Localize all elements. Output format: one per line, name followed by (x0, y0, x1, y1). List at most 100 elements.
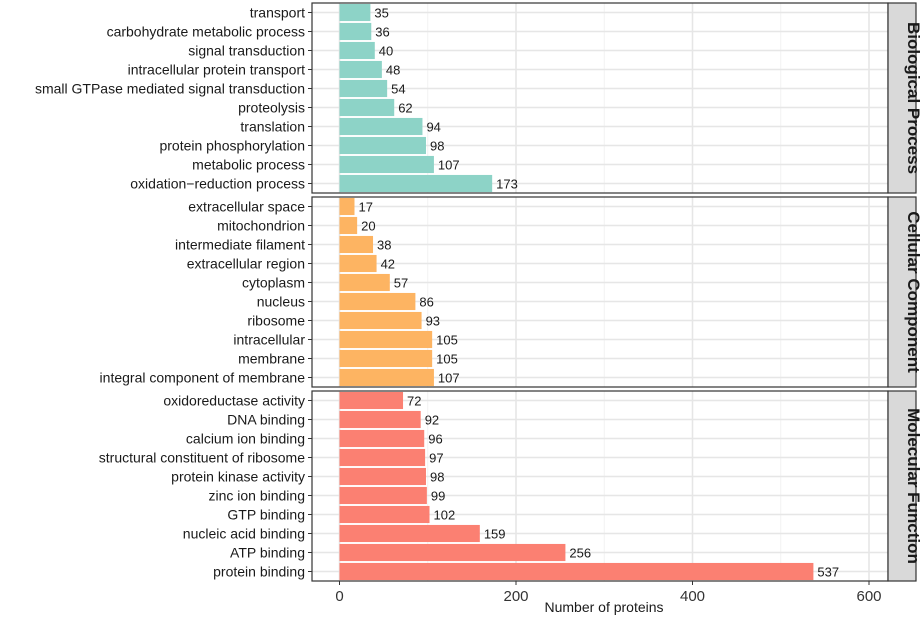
data-label: 57 (394, 276, 408, 291)
bar (339, 155, 434, 174)
category-label: zinc ion binding (208, 488, 305, 504)
data-label: 62 (398, 101, 412, 116)
category-label: cytoplasm (242, 275, 305, 291)
x-axis-title: Number of proteins (544, 599, 663, 615)
bar (339, 3, 371, 22)
data-label: 93 (426, 314, 440, 329)
category-label: integral component of membrane (100, 370, 306, 386)
bar (339, 524, 480, 543)
category-label: oxidation−reduction process (130, 176, 305, 192)
data-label: 36 (375, 25, 389, 40)
bar (339, 98, 395, 117)
bar (339, 505, 430, 524)
data-label: 99 (431, 489, 445, 504)
category-label: calcium ion binding (186, 431, 305, 447)
bar (339, 216, 358, 235)
bar (339, 368, 434, 387)
bar (339, 562, 814, 581)
data-label: 94 (426, 120, 440, 135)
facet-strip (887, 390, 917, 582)
category-label: intracellular (233, 332, 305, 348)
data-label: 17 (359, 200, 373, 215)
facet-strip-label: Molecular Function (904, 408, 920, 564)
category-label: proteolysis (238, 100, 305, 116)
bar (339, 117, 423, 136)
data-label: 42 (381, 257, 395, 272)
data-label: 96 (428, 432, 442, 447)
category-label: extracellular space (188, 199, 305, 215)
data-label: 40 (379, 44, 393, 59)
category-label: small GTPase mediated signal transductio… (35, 81, 305, 97)
data-label: 72 (407, 394, 421, 409)
bar (339, 292, 416, 311)
category-label: transport (250, 5, 305, 21)
panel-molecular-function: 72 oxidoreductase activity 92 DNA binding 96… (99, 390, 920, 582)
category-label: nucleic acid binding (183, 526, 305, 542)
bar (339, 311, 422, 330)
data-label: 105 (436, 352, 458, 367)
bar (339, 60, 382, 79)
category-label: extracellular region (187, 256, 305, 272)
panel-biological-process: 35 transport 36 carbohydrate metabolic proc… (35, 2, 920, 194)
category-label: ATP binding (230, 545, 305, 561)
bar (339, 543, 566, 562)
bar (339, 486, 427, 505)
bar (339, 174, 493, 193)
data-label: 86 (419, 295, 433, 310)
category-label: GTP binding (227, 507, 305, 523)
data-label: 35 (374, 6, 388, 21)
data-label: 537 (817, 565, 839, 580)
bar (339, 391, 404, 410)
category-label: intermediate filament (175, 237, 305, 253)
bar (339, 136, 426, 155)
bar (339, 41, 375, 60)
bar (339, 273, 390, 292)
bar (339, 79, 388, 98)
x-tick-label: 0 (335, 588, 343, 605)
data-label: 97 (429, 451, 443, 466)
facet-strip (887, 196, 917, 388)
data-label: 256 (569, 546, 591, 561)
bar (339, 410, 421, 429)
category-label: protein phosphorylation (159, 138, 305, 154)
bar (339, 349, 433, 368)
data-label: 98 (430, 139, 444, 154)
category-label: mitochondrion (217, 218, 305, 234)
data-label: 38 (377, 238, 391, 253)
bar (339, 197, 355, 216)
bar (339, 448, 426, 467)
category-label: structural constituent of ribosome (99, 450, 305, 466)
data-label: 20 (361, 219, 375, 234)
bar (339, 254, 377, 273)
bar (339, 22, 372, 41)
x-tick-label: 200 (503, 588, 528, 605)
data-label: 159 (484, 527, 506, 542)
category-label: metabolic process (192, 157, 305, 173)
category-label: ribosome (247, 313, 305, 329)
data-label: 92 (425, 413, 439, 428)
category-label: protein kinase activity (171, 469, 305, 485)
category-label: DNA binding (227, 412, 305, 428)
data-label: 98 (430, 470, 444, 485)
data-label: 105 (436, 333, 458, 348)
data-label: 48 (386, 63, 400, 78)
x-tick-label: 600 (856, 588, 881, 605)
data-label: 107 (438, 371, 460, 386)
bar (339, 330, 433, 349)
category-label: nucleus (257, 294, 305, 310)
facet-strip (887, 2, 917, 194)
category-label: protein binding (213, 564, 305, 580)
data-label: 54 (391, 82, 405, 97)
data-label: 173 (496, 177, 518, 192)
bar (339, 429, 425, 448)
category-label: carbohydrate metabolic process (107, 24, 305, 40)
panel-cellular-component: 17 extracellular space 20 mitochondrion 38 in… (100, 196, 920, 388)
category-label: intracellular protein transport (128, 62, 306, 78)
category-label: oxidoreductase activity (163, 393, 305, 409)
bar (339, 467, 426, 486)
category-label: membrane (238, 351, 305, 367)
category-label: translation (240, 119, 305, 135)
category-label: signal transduction (188, 43, 305, 59)
facet-strip-label: Cellular Component (904, 211, 920, 373)
